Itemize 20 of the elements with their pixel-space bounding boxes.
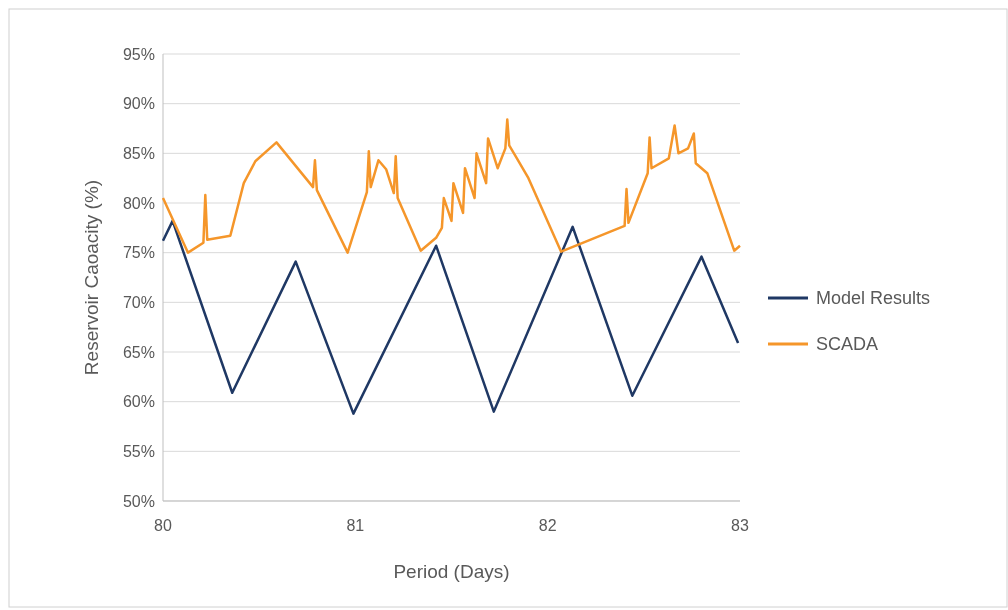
y-tick-label: 95% [122, 45, 155, 63]
legend-label: Model Results [816, 288, 931, 309]
line-series [161, 118, 742, 254]
x-axis-title: Period (Days) [393, 561, 510, 582]
y-tick-label: 55% [122, 442, 155, 460]
y-tick-label: 60% [122, 393, 155, 411]
legend-label: SCADA [816, 334, 879, 355]
y-tick-label: 65% [122, 343, 155, 361]
y-tick-label: 75% [122, 244, 155, 262]
y-tick-label: 85% [122, 144, 155, 162]
y-tick-label: 50% [122, 492, 155, 510]
y-tick-label: 80% [122, 194, 155, 212]
x-tick-label: 81 [346, 517, 365, 534]
x-tick-label: 83 [731, 517, 749, 534]
x-tick-label: 82 [538, 517, 557, 534]
x-tick-label: 80 [154, 517, 172, 534]
y-tick-label: 70% [122, 293, 155, 311]
line-series [161, 219, 740, 415]
y-axis-title: Reservoir Caoacity (%) [81, 179, 102, 376]
y-tick-label: 90% [122, 95, 155, 113]
